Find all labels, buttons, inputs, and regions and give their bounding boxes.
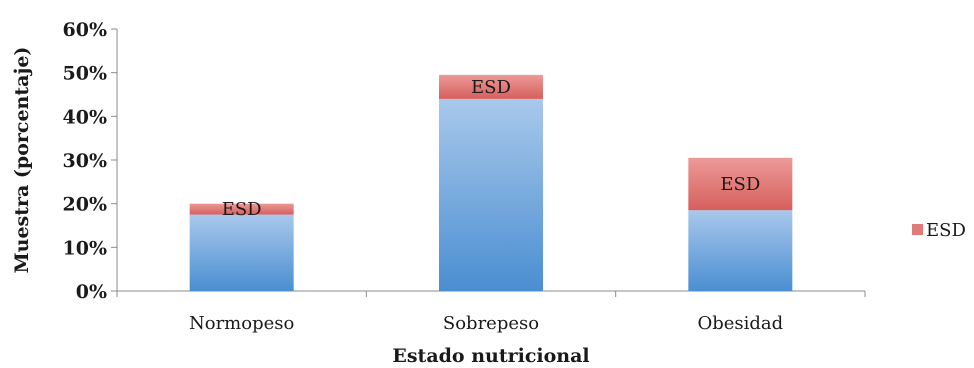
y-axis-title: Muestra (porcentaje) <box>11 47 33 274</box>
legend-label-esd: ESD <box>926 220 966 241</box>
esd-segment-normopeso <box>189 203 294 215</box>
data-label-esd: ESD <box>222 199 262 220</box>
bar-sobrepeso <box>439 98 543 291</box>
bar-obesidad <box>688 210 793 291</box>
esd-segment-obesidad <box>688 157 793 211</box>
data-label-esd: ESD <box>471 77 511 98</box>
bars <box>189 74 793 291</box>
data-label-esd: ESD <box>720 174 760 195</box>
x-tick-label: Normopeso <box>189 313 294 334</box>
y-tick-label: 60% <box>63 19 108 41</box>
x-axis: Normopeso Sobrepeso Obesidad <box>116 290 866 334</box>
y-tick-label: 20% <box>63 194 108 216</box>
x-tick-label: Obesidad <box>697 313 783 334</box>
bar-normopeso <box>189 214 294 291</box>
esd-segment-sobrepeso <box>439 74 543 99</box>
x-axis-title: Estado nutricional <box>392 345 589 367</box>
data-labels: ESD ESD ESD <box>222 77 761 220</box>
legend-swatch-esd <box>912 224 923 235</box>
y-tick-label: 50% <box>63 63 108 85</box>
y-tick-label: 0% <box>76 281 107 303</box>
y-tick-label: 10% <box>63 237 108 259</box>
y-axis: 0% 10% 20% 30% 40% 50% 60% <box>63 19 118 303</box>
x-tick-label: Sobrepeso <box>443 313 539 334</box>
y-tick-label: 40% <box>63 106 108 128</box>
y-tick-label: 30% <box>63 150 108 172</box>
legend: ESD <box>912 220 966 241</box>
